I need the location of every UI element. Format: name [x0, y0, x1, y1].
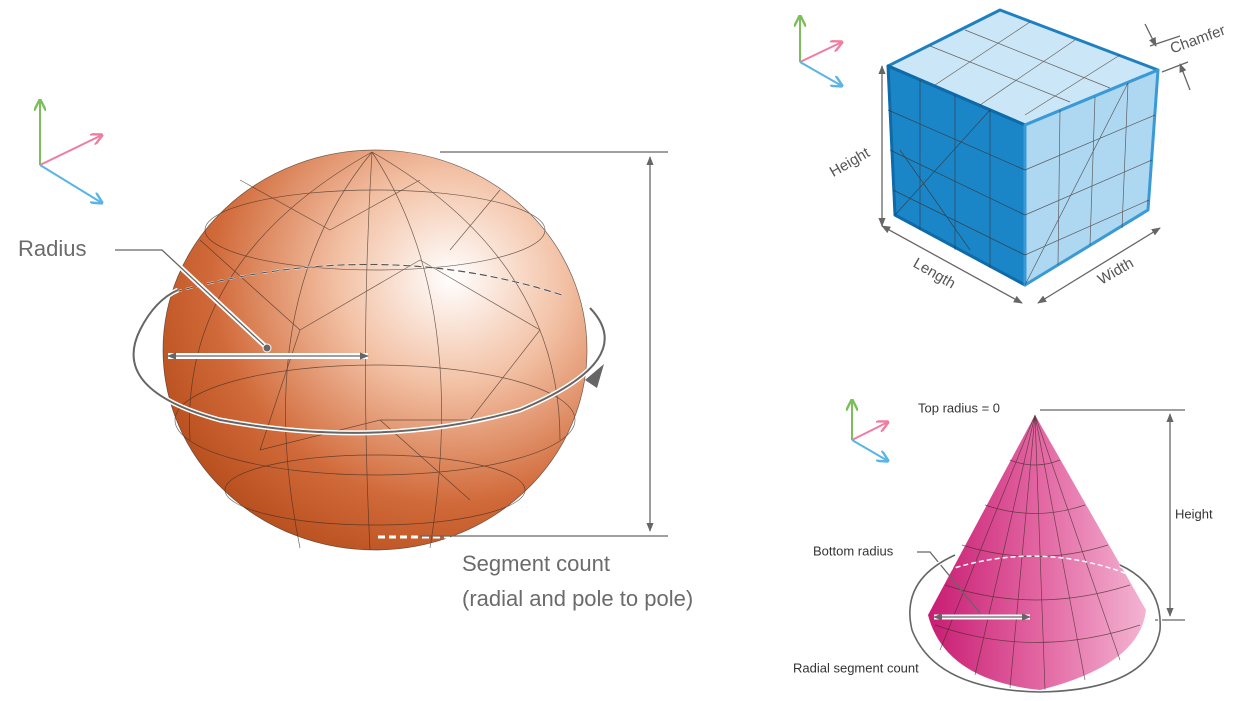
sphere: [115, 149, 668, 551]
axis-icon: [852, 400, 888, 461]
label: Top radius = 0: [918, 400, 1000, 415]
label: Length: [910, 255, 958, 293]
label: Segment count: [462, 551, 610, 576]
cone: [907, 409, 1185, 695]
label: Radius: [18, 236, 86, 261]
axis-icon: [40, 100, 102, 203]
box: [878, 8, 1191, 304]
label: Height: [1175, 506, 1213, 521]
label: Width: [1095, 255, 1137, 289]
label: Radial segment count: [793, 660, 919, 675]
label: Height: [827, 144, 874, 181]
axis-icon: [800, 16, 842, 86]
label: Bottom radius: [813, 543, 894, 558]
label: (radial and pole to pole): [462, 586, 693, 611]
label: Chamfer: [1168, 22, 1228, 58]
